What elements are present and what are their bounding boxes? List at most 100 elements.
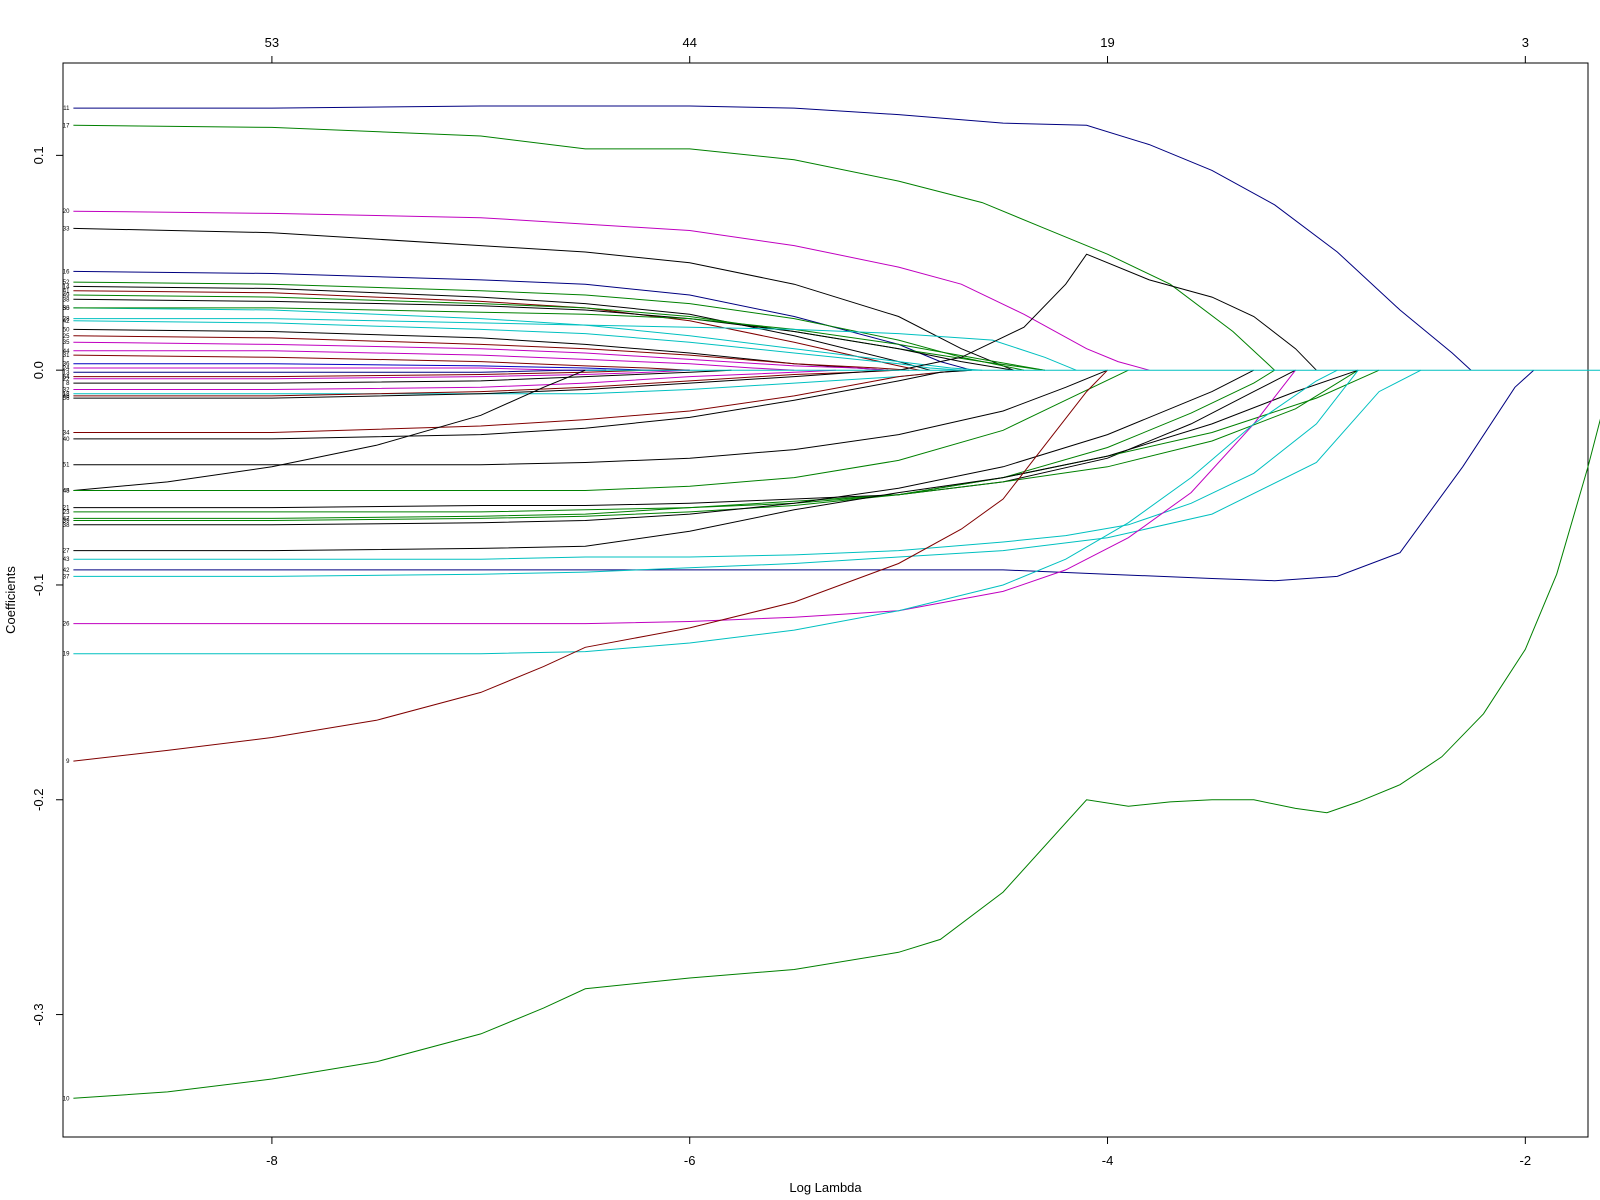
series-label: 36 [63,362,70,368]
series-line [73,369,690,380]
series-line [73,369,586,491]
series-label: 11 [63,106,70,112]
series-label: 35 [63,340,70,346]
series-label: 42 [63,319,70,325]
series-line [73,270,972,371]
series-label: 22 [63,377,70,383]
series-line [73,369,732,384]
series-label: 13 [63,370,70,376]
series-line [73,369,1422,577]
series-line [73,335,910,371]
y-tick-label: -0.3 [31,1003,46,1025]
series-label: 49 [63,293,70,299]
top-tick-label: 44 [682,35,696,50]
series-label: 8 [66,381,70,387]
series-line [73,369,1108,466]
series-line [73,307,983,371]
y-axis: 0.1 0.0 -0.1 -0.2 -0.3 [31,146,63,1026]
series-line [73,369,607,373]
series-line [73,369,1296,625]
series-label: 43 [63,557,70,563]
series-label: 27 [63,549,70,555]
series-label: 31 [63,353,70,359]
series-label: 55 [63,306,70,312]
series-label: 26 [63,622,70,628]
series-label: 37 [63,574,70,580]
series-label: 20 [63,209,70,215]
plot-frame [62,62,1589,1138]
series-label: 10 [63,1096,70,1102]
series-label: 32 [63,387,70,393]
series-label: 17 [63,123,70,129]
series-line [73,363,690,371]
series-label: 21 [63,506,70,512]
y-tick-label: 0.0 [31,361,46,379]
series-line [73,307,1045,371]
series-label: 25 [63,334,70,340]
series-line [73,369,1296,509]
series-line [73,294,1045,371]
series-line [73,369,1380,521]
series-line [73,369,1255,526]
series-label: 18 [63,392,70,398]
y-tick-label: -0.1 [31,574,46,596]
series-label: 34 [63,430,70,436]
series-line [73,418,1600,1099]
series-label: 39 [63,519,70,525]
series-line [73,369,889,399]
y-tick-label: -0.2 [31,789,46,811]
x-axis-bottom: -8 -6 -4 -2 [266,1137,1531,1168]
series-line [73,369,1129,491]
series-label: 30 [63,306,70,312]
series-label: 50 [63,327,70,333]
series-label: 52 [63,280,70,286]
series-line [73,369,1275,513]
top-tick-label: 3 [1522,35,1529,50]
series-line [73,124,1275,371]
series-label: 19 [63,652,70,658]
series-line [73,369,962,433]
x-tick-label: -2 [1520,1153,1532,1168]
series-line [73,210,1150,371]
series-line [73,320,962,371]
x-axis-top: 53 44 19 3 [265,35,1529,63]
series-line [73,341,889,371]
series-line [73,369,1359,552]
series-line [73,369,836,390]
series-line [73,350,795,371]
series-label: 47 [63,516,70,522]
top-tick-label: 53 [265,35,279,50]
series-line [73,367,607,371]
series-line [73,354,690,371]
series-label: 54 [63,375,70,381]
series-label: 48 [63,488,70,494]
series-line [73,369,972,440]
series-label: 38 [63,523,70,529]
series-label: 9 [66,759,70,765]
series-line [898,253,1317,371]
series-label: 33 [63,226,70,232]
y-tick-label: 0.1 [31,146,46,164]
series-labels: 1117203316521441493830552842502535443136… [63,106,70,1102]
y-axis-title: Coefficients [3,566,18,634]
x-tick-label: -6 [684,1153,696,1168]
series-line [73,105,1472,371]
series-label: 56 [63,396,70,402]
series-label: 46 [63,394,70,400]
series-label: 51 [63,463,70,469]
coefficient-series [73,105,1600,1099]
series-label: 24 [63,366,70,372]
series-label: 14 [63,284,70,290]
x-tick-label: -8 [266,1153,278,1168]
series-label: 44 [63,349,70,355]
series-label: 28 [63,317,70,323]
series-line [73,369,1338,655]
series-line [73,285,931,371]
series-label: 40 [63,437,70,443]
series-line [73,369,1108,762]
series-label: 42 [63,568,70,574]
series-label: 38 [63,297,70,303]
top-tick-label: 19 [1100,35,1114,50]
